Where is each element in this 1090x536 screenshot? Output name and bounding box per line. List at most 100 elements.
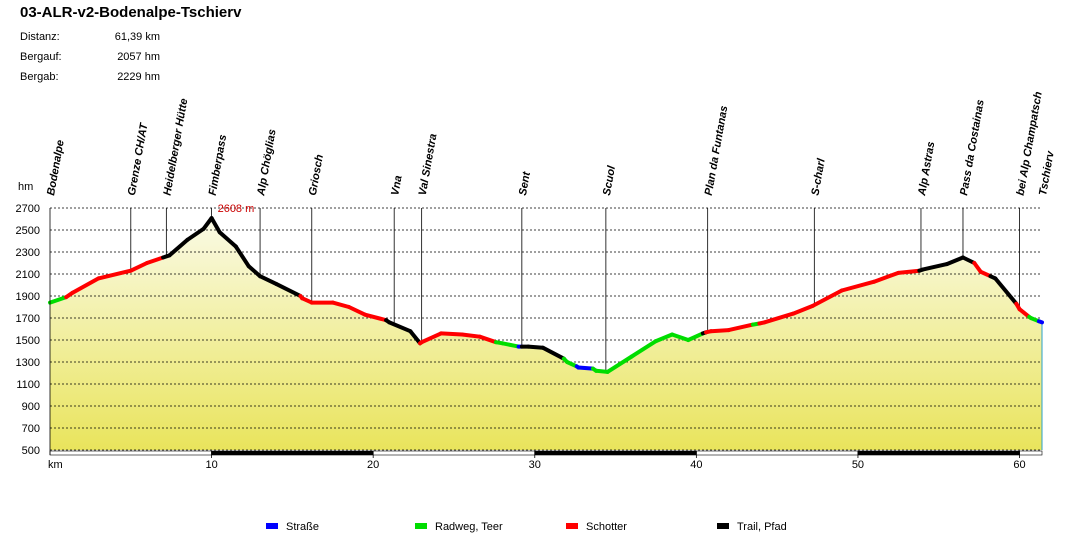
profile-segment xyxy=(363,312,389,323)
profile-segment xyxy=(726,322,755,333)
x-axis-bar-segment xyxy=(211,450,374,456)
profile-segment xyxy=(1017,307,1032,319)
profile-segment xyxy=(762,311,796,325)
y-tick-label: 2100 xyxy=(16,269,40,281)
profile-segment xyxy=(96,268,133,281)
x-tick-label: 50 xyxy=(852,459,864,471)
waypoint-label: Fimberpass xyxy=(207,134,230,197)
y-tick-label: 2700 xyxy=(16,203,40,215)
y-tick-label: 700 xyxy=(22,423,40,435)
waypoint-label: Heidelberger Hütte xyxy=(161,98,190,197)
max-elevation-label: 2608 m xyxy=(218,203,255,215)
y-tick-label: 500 xyxy=(22,445,40,457)
legend-label: Trail, Pfad xyxy=(737,521,787,533)
legend-label: Schotter xyxy=(586,521,627,533)
waypoint-label: Val Sinestra xyxy=(417,133,440,197)
profile-segment xyxy=(993,276,1019,306)
profile-segment xyxy=(1036,319,1044,325)
profile-segment xyxy=(408,329,423,346)
legend-label: Straße xyxy=(286,521,319,533)
profile-segment xyxy=(540,345,566,361)
profile-segment xyxy=(477,334,498,345)
profile-segment xyxy=(944,255,965,267)
waypoint-label: Griosch xyxy=(307,153,326,196)
waypoint-label: Bodenalpe xyxy=(45,139,67,196)
profile-segment xyxy=(670,332,691,342)
chart-title: 03-ALR-v2-Bodenalpe-Tschierv xyxy=(20,4,242,21)
x-axis-bar-segment xyxy=(49,450,212,456)
profile-segment xyxy=(439,331,465,337)
x-axis-label: km xyxy=(48,459,63,471)
profile-segment xyxy=(167,237,190,258)
profile-segment xyxy=(810,288,844,308)
y-tick-label: 1100 xyxy=(16,379,40,391)
profile-segment xyxy=(233,244,251,269)
x-axis-bar-segment xyxy=(1019,450,1043,456)
profile-segment xyxy=(48,295,69,305)
stat-distance-value: 61,39 km xyxy=(114,31,160,43)
waypoint-label: Vna xyxy=(389,175,404,197)
profile-segment xyxy=(258,274,279,286)
legend-swatch xyxy=(266,523,278,529)
profile-segment xyxy=(185,226,206,242)
profile-segment xyxy=(70,276,101,295)
waypoint-label: Alp Astras xyxy=(916,141,937,198)
stat-descent-value: 2229 hm xyxy=(117,71,160,83)
elevation-area xyxy=(50,218,1042,450)
waypoint-label: Sent xyxy=(517,170,533,197)
profile-segment xyxy=(872,270,901,284)
stat-ascent-label: Bergauf: xyxy=(20,51,62,63)
profile-segment xyxy=(526,344,545,350)
waypoint-label: Tschierv xyxy=(1037,149,1057,196)
stat-distance-label: Distanz: xyxy=(20,31,60,43)
y-tick-label: 900 xyxy=(22,401,40,413)
legend-swatch xyxy=(415,523,427,529)
profile-segment xyxy=(576,365,595,371)
profile-segment xyxy=(686,331,705,342)
waypoint-label: Pass da Costainas xyxy=(958,99,987,197)
profile-segment xyxy=(209,216,222,235)
profile-segment xyxy=(500,341,521,349)
waypoint-label: Alp Chöglias xyxy=(255,128,279,197)
legend-swatch xyxy=(566,523,578,529)
profile-segment xyxy=(274,281,303,298)
profile-segment xyxy=(653,332,675,344)
profile-segment xyxy=(605,354,634,374)
x-axis-bar-segment xyxy=(372,450,536,456)
x-axis-bar-segment xyxy=(534,450,697,456)
y-tick-label: 2500 xyxy=(16,225,40,237)
legend-label: Radweg, Teer xyxy=(435,521,503,533)
x-tick-label: 20 xyxy=(367,459,379,471)
profile-segment xyxy=(246,264,263,279)
profile-segment xyxy=(387,320,413,334)
profile-segment xyxy=(960,255,977,265)
y-tick-label: 1300 xyxy=(16,357,40,369)
x-tick-label: 30 xyxy=(529,459,541,471)
profile-segment xyxy=(330,300,351,309)
profile-segment xyxy=(217,230,238,249)
profile-segment xyxy=(460,332,482,339)
stat-descent-label: Bergab: xyxy=(20,71,59,83)
waypoint-label: Grenze CH/AT xyxy=(126,121,151,196)
x-tick-label: 60 xyxy=(1013,459,1025,471)
profile-segment xyxy=(920,262,949,272)
waypoint-label: Plan da Funtanas xyxy=(703,105,731,197)
legend-swatch xyxy=(717,523,729,529)
profile-segment xyxy=(629,339,658,359)
profile-segment xyxy=(346,305,368,317)
profile-segment xyxy=(839,279,877,293)
x-tick-label: 10 xyxy=(205,459,217,471)
stat-ascent-value: 2057 hm xyxy=(117,51,160,63)
y-tick-label: 1900 xyxy=(16,291,40,303)
y-axis-label: hm xyxy=(18,181,33,193)
x-axis-bar-segment xyxy=(696,450,859,456)
profile-segment xyxy=(896,268,922,275)
waypoint-label: S-charl xyxy=(809,157,827,197)
y-tick-label: 1700 xyxy=(16,313,40,325)
profile-segment xyxy=(128,261,149,273)
waypoint-label: Scuol xyxy=(601,164,618,197)
x-axis-bar-segment xyxy=(857,450,1020,456)
profile-segment xyxy=(708,328,731,334)
profile-segment xyxy=(144,255,166,265)
